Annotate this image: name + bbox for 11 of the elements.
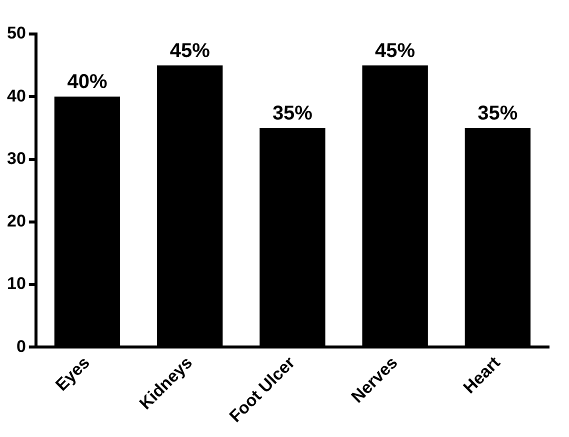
y-tick-label: 10 <box>6 274 26 294</box>
data-label: 45% <box>375 40 416 62</box>
y-tick-label: 40 <box>6 86 26 106</box>
data-label: 35% <box>272 102 313 124</box>
y-tick-label: 30 <box>6 148 26 168</box>
data-label: 35% <box>478 102 518 124</box>
y-tick-label: 50 <box>6 24 26 43</box>
y-tick-label: 20 <box>6 212 26 231</box>
y-tick-label: 0 <box>16 336 26 356</box>
data-label: 40% <box>67 71 108 94</box>
data-label: 45% <box>170 40 210 62</box>
